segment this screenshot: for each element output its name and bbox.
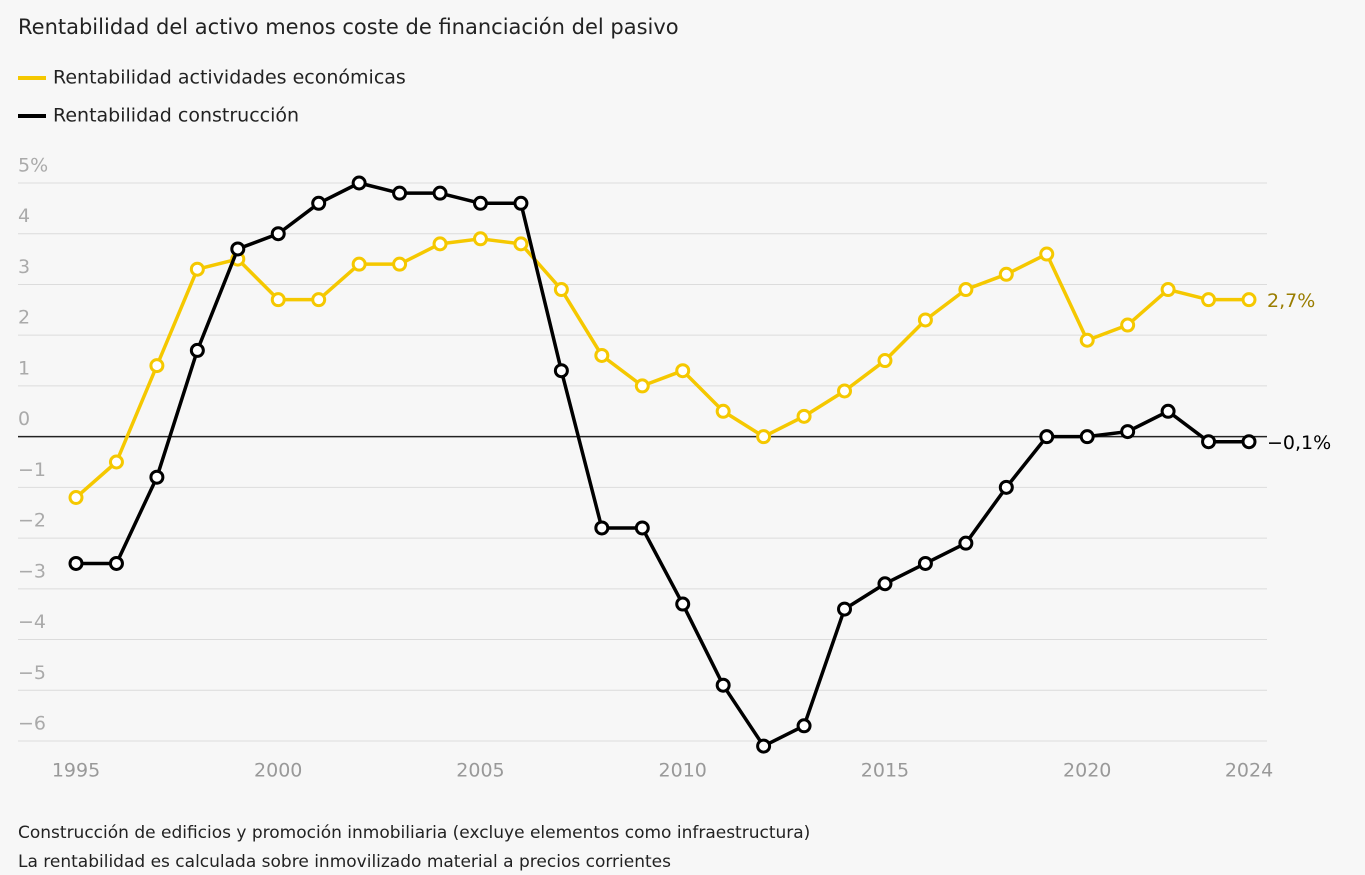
y-tick-label: 5%: [18, 155, 48, 177]
data-point: [837, 601, 853, 617]
data-point: [108, 454, 124, 470]
data-point: [675, 596, 691, 612]
series-line: [74, 237, 1249, 499]
data-point: [108, 555, 124, 571]
data-point: [1039, 246, 1055, 262]
data-point: [351, 175, 367, 191]
data-point: [715, 677, 731, 693]
x-tick-label: 2024: [1225, 760, 1273, 782]
value-label: 2,7%: [1267, 290, 1315, 312]
data-point: [756, 429, 772, 445]
data-point: [1160, 282, 1176, 298]
data-point: [1120, 317, 1136, 333]
data-point: [675, 363, 691, 379]
x-tick-label: 1995: [52, 760, 100, 782]
data-point: [917, 555, 933, 571]
data-point: [189, 261, 205, 277]
data-point: [877, 353, 893, 369]
data-point: [230, 241, 246, 257]
data-point: [796, 408, 812, 424]
data-point: [837, 383, 853, 399]
data-point: [796, 718, 812, 734]
y-tick-label: 3: [18, 256, 30, 278]
data-point: [877, 576, 893, 592]
y-tick-label: 2: [18, 307, 30, 329]
data-point: [68, 555, 84, 571]
data-point: [594, 347, 610, 363]
y-tick-label: −5: [18, 662, 46, 684]
y-tick-label: 1: [18, 357, 30, 379]
data-point: [432, 185, 448, 201]
data-point: [1160, 403, 1176, 419]
data-point: [1079, 429, 1095, 445]
y-tick-label: −6: [18, 713, 46, 735]
data-point: [1201, 434, 1217, 450]
data-point: [270, 292, 286, 308]
y-tick-label: 0: [18, 408, 30, 430]
note: Construcción de edificios y promoción in…: [18, 823, 810, 843]
y-tick-label: −4: [18, 611, 46, 633]
y-tick-label: −1: [18, 459, 46, 481]
y-tick-label: −2: [18, 510, 46, 532]
legend-label: Rentabilidad construcción: [53, 105, 299, 127]
data-point: [513, 195, 529, 211]
data-point: [998, 479, 1014, 495]
data-point: [149, 469, 165, 485]
x-tick-label: 2015: [861, 760, 909, 782]
data-point: [1039, 429, 1055, 445]
data-point: [1241, 292, 1257, 308]
data-point: [392, 256, 408, 272]
x-tick-label: 2020: [1063, 760, 1111, 782]
chart-title: Rentabilidad del activo menos coste de f…: [18, 15, 679, 39]
data-point: [553, 363, 569, 379]
y-tick-label: 4: [18, 205, 30, 227]
data-point: [68, 490, 84, 506]
data-point: [917, 312, 933, 328]
data-point: [392, 185, 408, 201]
legend-label: Rentabilidad actividades económicas: [53, 67, 406, 89]
data-point: [189, 342, 205, 358]
x-tick-label: 2000: [254, 760, 302, 782]
data-point: [432, 236, 448, 252]
data-point: [513, 236, 529, 252]
data-point: [958, 535, 974, 551]
value-label: −0,1%: [1267, 432, 1331, 454]
data-point: [311, 195, 327, 211]
data-point: [756, 738, 772, 754]
data-point: [351, 256, 367, 272]
data-point: [998, 266, 1014, 282]
data-point: [1241, 434, 1257, 450]
x-tick-label: 2010: [659, 760, 707, 782]
note: La rentabilidad es calculada sobre inmov…: [18, 852, 671, 872]
data-point: [472, 231, 488, 247]
data-point: [270, 226, 286, 242]
data-point: [149, 358, 165, 374]
data-point: [594, 520, 610, 536]
data-point: [715, 403, 731, 419]
data-point: [1079, 332, 1095, 348]
data-point: [472, 195, 488, 211]
data-point: [634, 520, 650, 536]
y-tick-label: −3: [18, 560, 46, 582]
x-tick-label: 2005: [456, 760, 504, 782]
data-point: [1120, 424, 1136, 440]
data-point: [553, 282, 569, 298]
data-point: [634, 378, 650, 394]
data-point: [1201, 292, 1217, 308]
data-point: [311, 292, 327, 308]
data-point: [958, 282, 974, 298]
